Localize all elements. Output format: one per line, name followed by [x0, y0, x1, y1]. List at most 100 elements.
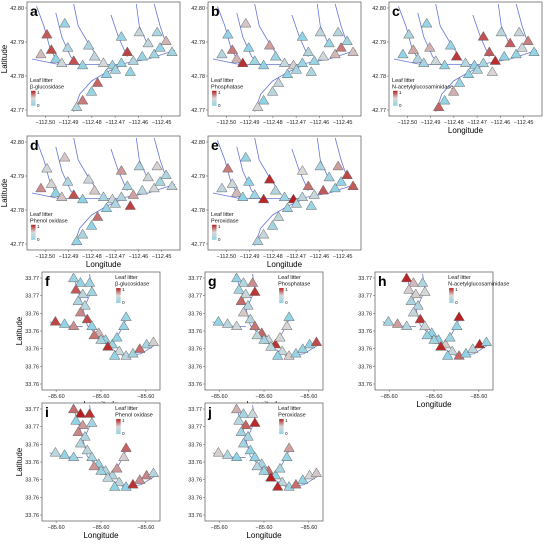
site-marker — [113, 345, 125, 356]
plot-frame — [41, 271, 161, 391]
colorbar-min: 0 — [455, 300, 458, 305]
site-marker — [305, 66, 317, 76]
site-marker — [86, 286, 98, 296]
lon-tick-label: −85.60 — [300, 394, 317, 400]
site-marker — [510, 48, 522, 59]
site-marker — [85, 220, 98, 230]
site-marker — [166, 180, 178, 190]
site-marker — [332, 26, 344, 37]
site-marker — [237, 57, 249, 67]
site-marker — [244, 444, 256, 455]
site-marker — [88, 50, 101, 61]
stream-line — [515, 3, 529, 44]
site-marker — [433, 101, 445, 111]
site-marker — [281, 320, 293, 330]
colorbar — [31, 224, 36, 240]
lon-tick-label: −112.49 — [240, 254, 260, 260]
site-marker — [113, 476, 125, 487]
longitude-label: Longitude — [246, 531, 282, 540]
site-marker — [81, 313, 93, 324]
site-marker — [249, 451, 261, 461]
lat-tick-label: 33.77 — [25, 425, 39, 431]
stream-line — [135, 3, 149, 46]
lat-tick-label: 42.80 — [191, 6, 205, 12]
lat-tick-label: 33.76 — [358, 311, 372, 317]
site-marker — [290, 64, 303, 74]
legend-enzyme: β-glucosidase — [30, 84, 64, 90]
legend-enzyme: Phosphatase — [211, 84, 243, 90]
stream-line — [73, 199, 122, 246]
panel-letter: f — [45, 273, 50, 289]
legend-enzyme: Peroxidase — [278, 413, 306, 419]
site-marker — [276, 345, 288, 356]
site-marker — [281, 451, 293, 461]
site-marker — [118, 320, 130, 330]
site-marker — [120, 311, 132, 321]
colorbar — [279, 288, 284, 304]
lat-tick-label: 42.77 — [372, 108, 386, 114]
site-marker — [419, 286, 431, 296]
latitude-label: Latitude — [0, 44, 9, 73]
lat-tick-label: 33.76 — [188, 442, 202, 448]
legend-title: Leaf litter — [211, 78, 234, 84]
lat-tick-label: 33.77 — [188, 425, 202, 431]
lat-tick-label: 33.77 — [188, 276, 202, 282]
site-marker — [70, 283, 82, 294]
legend-title: Leaf litter — [30, 212, 53, 218]
site-marker — [382, 315, 395, 326]
site-marker — [115, 165, 128, 175]
site-marker — [142, 171, 154, 182]
site-marker — [323, 37, 335, 48]
panel-letter: a — [30, 3, 38, 19]
site-marker — [97, 191, 110, 201]
lon-tick-label: −112.48 — [263, 120, 283, 126]
site-marker — [266, 86, 279, 96]
site-marker — [274, 462, 286, 473]
site-marker — [102, 471, 114, 482]
site-marker — [82, 173, 95, 184]
lat-tick-label: 42.77 — [191, 242, 205, 248]
site-marker — [477, 57, 490, 67]
site-marker — [83, 408, 96, 418]
site-marker — [335, 176, 347, 186]
site-marker — [82, 39, 95, 50]
lon-tick-label: −85.60 — [470, 394, 487, 400]
site-marker — [308, 55, 320, 65]
colorbar — [279, 419, 284, 435]
lat-tick-label: 33.77 — [25, 407, 39, 413]
site-marker — [147, 467, 160, 477]
site-marker — [148, 182, 160, 193]
lat-tick-label: 33.76 — [358, 364, 372, 370]
stream-line — [316, 3, 330, 46]
plot-frame — [204, 271, 324, 391]
lon-tick-label: −112.46 — [129, 120, 149, 126]
site-marker — [414, 313, 426, 324]
colorbar-max: 1 — [455, 287, 458, 292]
site-marker — [226, 178, 239, 188]
site-marker — [237, 306, 250, 317]
site-marker — [102, 340, 114, 351]
site-marker — [45, 44, 58, 54]
legend-enzyme: Peroxidase — [211, 218, 239, 224]
lat-tick-label: 33.77 — [25, 276, 39, 282]
stream-line — [153, 137, 167, 178]
colorbar-max: 1 — [37, 224, 40, 229]
site-marker — [400, 320, 413, 330]
panel-letter: h — [378, 273, 387, 289]
site-marker — [272, 77, 285, 87]
lon-tick-label: −112.50 — [398, 120, 418, 126]
site-marker — [407, 306, 420, 317]
lon-tick-label: −112.48 — [82, 254, 102, 260]
legend-enzyme: Phenol oxidase — [115, 413, 153, 419]
site-marker — [451, 320, 463, 330]
colorbar-max: 1 — [218, 90, 221, 95]
site-marker — [115, 31, 128, 41]
site-marker — [49, 315, 62, 326]
stream-line — [135, 137, 149, 180]
site-marker — [317, 50, 329, 61]
lon-tick-label: −85.60 — [93, 525, 110, 531]
site-marker — [329, 48, 341, 59]
